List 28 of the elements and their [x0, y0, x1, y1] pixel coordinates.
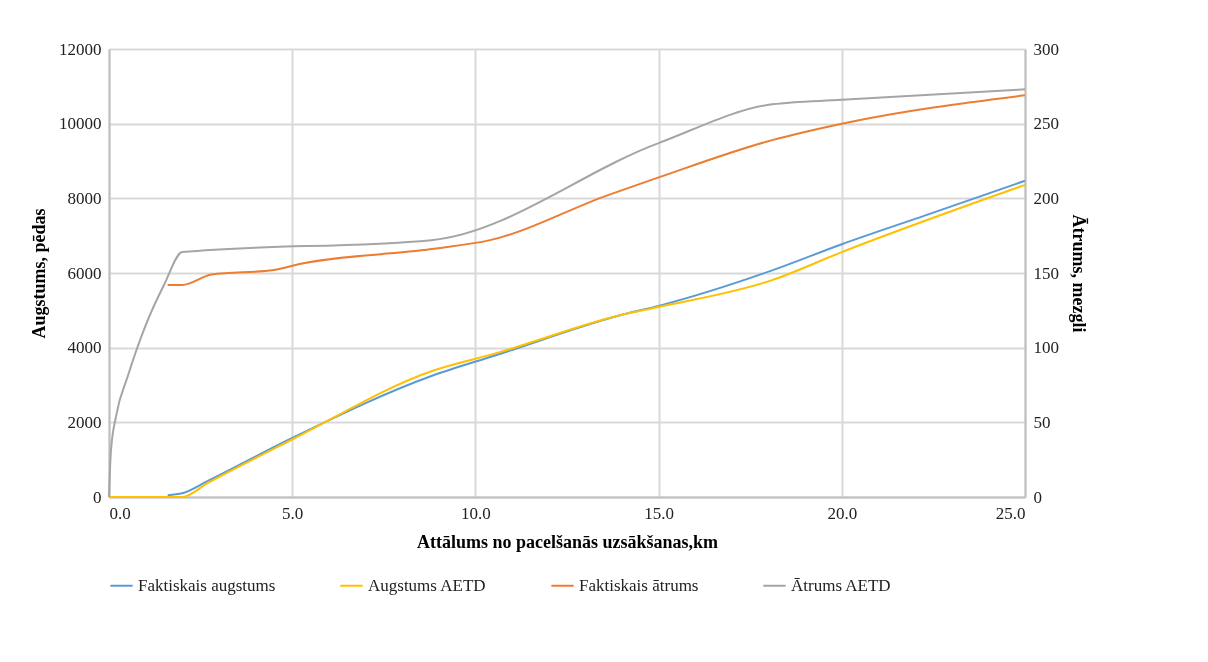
y2-axis-title: Ātrums, mezgli — [1069, 214, 1089, 333]
x-tick-label: 20.0 — [827, 503, 858, 523]
y2-tick-label: 100 — [1033, 338, 1059, 358]
x-tick-label: 0.0 — [109, 503, 131, 523]
y-tick-label: 2000 — [67, 412, 102, 432]
y-tick-label: 10000 — [59, 114, 102, 134]
legend-label: Augstums AETD — [368, 575, 486, 595]
y-tick-label: 8000 — [67, 188, 102, 208]
x-tick-label: 25.0 — [995, 503, 1026, 523]
y2-tick-label: 200 — [1033, 188, 1059, 208]
x-tick-label: 10.0 — [461, 503, 491, 523]
y-tick-label: 6000 — [67, 263, 102, 283]
legend-label: Ātrums AETD — [791, 575, 891, 595]
y2-tick-label: 150 — [1033, 263, 1059, 283]
legend-label: Faktiskais ātrums — [579, 575, 699, 595]
y2-tick-label: 0 — [1033, 487, 1042, 507]
y-tick-label: 12000 — [59, 39, 102, 59]
y2-tick-label: 50 — [1033, 412, 1051, 432]
x-tick-label: 15.0 — [644, 503, 674, 523]
y-tick-label: 4000 — [67, 338, 102, 358]
y-axis-title: Augstums, pēdas — [29, 208, 49, 339]
x-axis-title: Attālums no pacelšanās uzsākšanas,km — [416, 531, 719, 552]
x-tick-label: 5.0 — [282, 503, 304, 523]
legend-label: Faktiskais augstums — [138, 575, 276, 595]
y-tick-label: 0 — [93, 487, 102, 507]
y2-tick-label: 250 — [1033, 114, 1059, 134]
line-series — [166, 94, 1026, 286]
y2-tick-label: 300 — [1033, 39, 1059, 59]
